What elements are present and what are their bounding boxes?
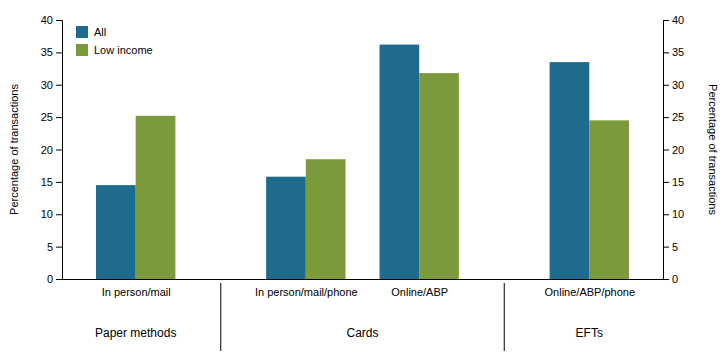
tick-label: 40 <box>41 14 53 26</box>
tick-label: 25 <box>41 111 53 123</box>
bar <box>550 62 590 279</box>
tick-label: 10 <box>672 208 684 220</box>
tick-mark <box>663 279 669 280</box>
tick-mark <box>56 214 62 215</box>
tick-mark <box>663 247 669 248</box>
tick: In person/mail/phone <box>255 279 358 298</box>
tick: 25 <box>663 111 684 123</box>
tick-label: 0 <box>672 273 678 285</box>
tick: 40 <box>41 14 62 26</box>
y-axis: 0 5 10 15 20 25 30 35 40 <box>41 14 63 285</box>
tick: 10 <box>663 208 684 220</box>
legend-swatch <box>76 44 88 56</box>
tick-mark <box>56 150 62 151</box>
tick-mark <box>663 52 669 53</box>
legend-item: All <box>76 26 106 38</box>
tick: 15 <box>663 176 684 188</box>
bar <box>419 73 459 279</box>
legend-label: All <box>94 26 106 38</box>
tick-mark <box>663 182 669 183</box>
tick: Online/ABP/phone <box>545 279 636 298</box>
tick-label: 40 <box>672 14 684 26</box>
tick-label: 25 <box>672 111 684 123</box>
tick: 0 <box>47 273 62 285</box>
legend-swatch <box>76 26 88 38</box>
tick-mark <box>663 117 669 118</box>
section-label: Paper methods <box>95 326 176 340</box>
tick: In person/mail <box>102 279 171 298</box>
tick-label: 5 <box>47 241 53 253</box>
tick-label: 30 <box>41 79 53 91</box>
tick: 20 <box>663 144 684 156</box>
tick: 30 <box>663 79 684 91</box>
category-label: In person/mail <box>102 286 171 298</box>
bar <box>136 116 176 279</box>
bar <box>589 120 629 279</box>
tick-mark <box>663 20 669 21</box>
tick: 5 <box>663 241 678 253</box>
tick: 30 <box>41 79 62 91</box>
tick: Online/ABP <box>391 279 448 298</box>
tick: 15 <box>41 176 62 188</box>
plot: 0 5 10 15 20 25 30 35 40 0 5 10 15 20 25 30 35 40 In perso… <box>8 14 719 351</box>
y-axis-title: Percentage of transactions <box>8 84 20 215</box>
tick-label: 15 <box>672 176 684 188</box>
tick-mark <box>663 150 669 151</box>
tick: 5 <box>47 241 62 253</box>
category-label: In person/mail/phone <box>255 286 358 298</box>
tick-label: 20 <box>672 144 684 156</box>
tick-label: 35 <box>672 46 684 58</box>
bar <box>306 159 346 279</box>
tick-label: 35 <box>41 46 53 58</box>
section-label: EFTs <box>576 326 603 340</box>
legend-label: Low income <box>94 44 153 56</box>
tick: 20 <box>41 144 62 156</box>
tick: 10 <box>41 208 62 220</box>
tick-mark <box>56 20 62 21</box>
tick-mark <box>56 247 62 248</box>
tick: 0 <box>663 273 678 285</box>
tick-label: 0 <box>47 273 53 285</box>
tick: 35 <box>41 46 62 58</box>
tick: 35 <box>663 46 684 58</box>
axis-line <box>56 21 63 280</box>
tick: 25 <box>41 111 62 123</box>
sections: Paper methods Cards EFTs <box>95 283 603 351</box>
category-label: Online/ABP/phone <box>545 286 636 298</box>
x-axis: In person/mail In person/mail/phone Online… <box>63 279 664 298</box>
tick-mark <box>56 182 62 183</box>
tick-mark <box>56 85 62 86</box>
section-divider <box>504 283 505 351</box>
tick-mark <box>56 52 62 53</box>
tick-mark <box>663 214 669 215</box>
tick-mark <box>56 117 62 118</box>
tick-mark <box>56 279 62 280</box>
axis-line <box>63 279 664 280</box>
section-label: Cards <box>346 326 378 340</box>
bar <box>380 45 420 279</box>
bars <box>96 45 629 279</box>
tick-label: 5 <box>672 241 678 253</box>
legend-item: Low income <box>76 44 153 56</box>
tick: 40 <box>663 14 684 26</box>
tick-mark <box>663 85 669 86</box>
category-label: Online/ABP <box>391 286 448 298</box>
chart: 0 5 10 15 20 25 30 35 40 0 5 10 15 20 25 30 35 40 In perso… <box>0 0 725 361</box>
tick-label: 30 <box>672 79 684 91</box>
axis-line <box>664 21 670 280</box>
y2-axis: 0 5 10 15 20 25 30 35 40 <box>663 14 684 285</box>
tick-label: 15 <box>41 176 53 188</box>
bar <box>266 177 306 279</box>
y2-axis-title: Percentage of transactions <box>707 84 719 215</box>
legend: All Low income <box>76 26 153 56</box>
tick-label: 10 <box>41 208 53 220</box>
tick-label: 20 <box>41 144 53 156</box>
bar <box>96 185 136 279</box>
section-divider <box>220 283 221 351</box>
